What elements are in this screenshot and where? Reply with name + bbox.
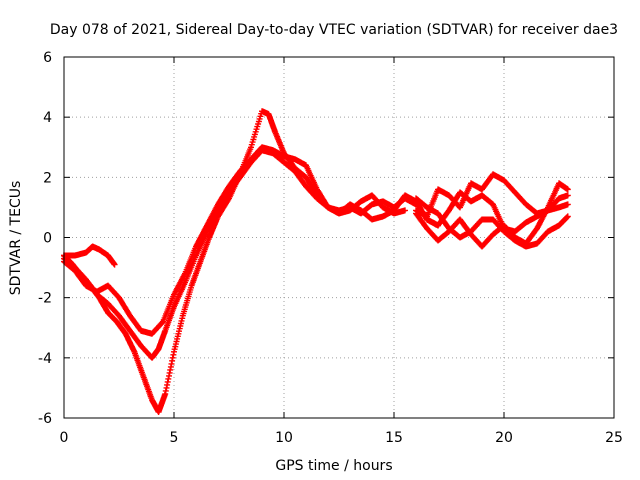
data-marker-track	[413, 180, 571, 250]
y-axis-label: SDTVAR / TECUs	[8, 181, 24, 296]
y-tick-label: -4	[38, 351, 52, 367]
x-tick-label: 15	[385, 430, 403, 446]
data-marker-track	[413, 189, 571, 235]
series-track-7	[413, 189, 571, 235]
y-tick-label: 0	[43, 231, 52, 247]
x-tick-label: 20	[495, 430, 513, 446]
data-marker-track	[61, 144, 441, 337]
x-tick-label: 0	[60, 430, 69, 446]
y-tick-label: 4	[43, 110, 52, 126]
chart-title: Day 078 of 2021, Sidereal Day-to-day VTE…	[50, 22, 618, 38]
y-tick-label: 6	[43, 50, 52, 66]
series-track-2	[61, 144, 441, 337]
x-tick-label: 25	[605, 430, 623, 446]
x-tick-label: 10	[275, 430, 293, 446]
series-track-8	[413, 180, 571, 250]
y-tick-label: -2	[38, 291, 52, 307]
data-points	[61, 108, 571, 415]
axis-ticks: 0 5 10 15 20 25 -6 -4 -2 0 2 4 6	[38, 50, 623, 446]
x-axis-label: GPS time / hours	[275, 458, 392, 474]
y-tick-label: -6	[38, 411, 52, 427]
y-tick-label: 2	[43, 170, 52, 186]
x-tick-label: 5	[170, 430, 179, 446]
